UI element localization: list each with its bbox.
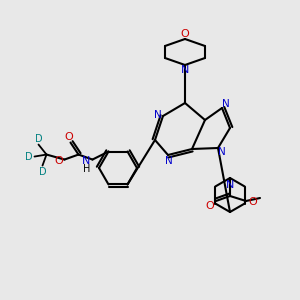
Text: O: O xyxy=(54,155,63,166)
Text: H: H xyxy=(83,164,90,173)
Text: D: D xyxy=(35,134,42,143)
Text: N: N xyxy=(222,99,230,109)
Text: N: N xyxy=(218,147,226,157)
Text: O: O xyxy=(64,131,73,142)
Text: D: D xyxy=(39,167,46,176)
Text: O: O xyxy=(181,29,189,39)
Text: N: N xyxy=(165,156,173,166)
Text: N: N xyxy=(82,155,91,166)
Text: D: D xyxy=(25,152,32,161)
Text: N: N xyxy=(154,110,162,120)
Text: N: N xyxy=(226,180,234,190)
Text: O: O xyxy=(206,201,214,211)
Text: N: N xyxy=(181,65,189,75)
Text: O: O xyxy=(249,197,257,207)
